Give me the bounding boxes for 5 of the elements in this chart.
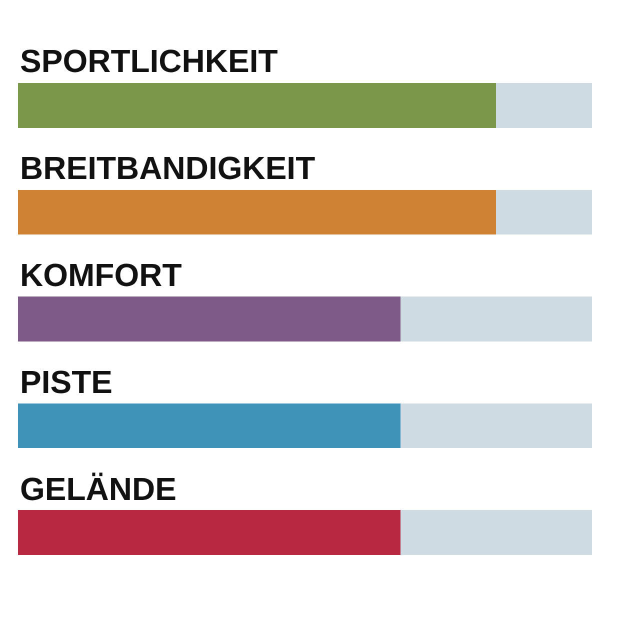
y-tick-label: BREITBANDIGKEIT	[20, 150, 316, 186]
y-tick-label: GELÄNDE	[20, 471, 176, 507]
y-tick-label: SPORTLICHKEIT	[20, 43, 278, 79]
y-tick-label: PISTE	[20, 364, 112, 400]
y-tick-label: KOMFORT	[20, 257, 182, 293]
